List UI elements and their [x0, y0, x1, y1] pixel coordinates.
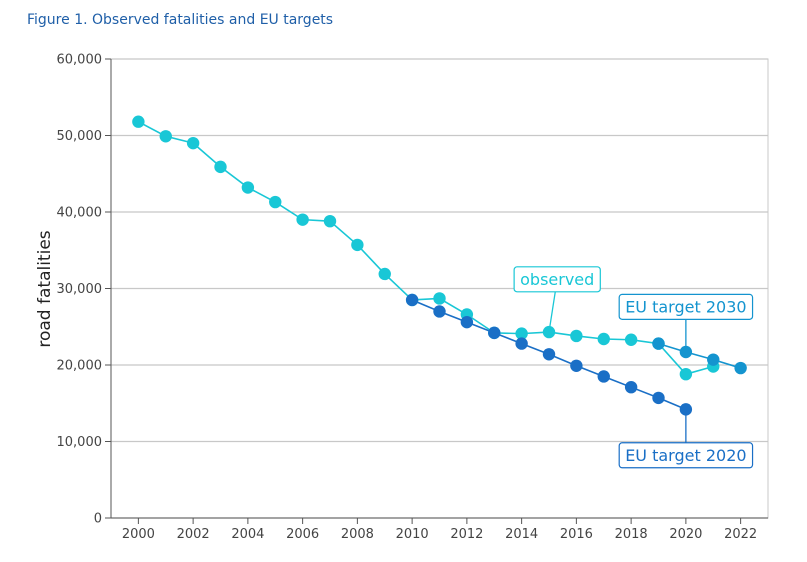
data-point-observed	[624, 333, 638, 346]
x-tick-label: 2014	[505, 527, 538, 542]
data-point-observed	[269, 195, 282, 209]
data-point-observed	[570, 329, 583, 343]
data-point-observed	[214, 160, 227, 174]
y-tick-label: 20,000	[57, 359, 103, 374]
data-point-observed	[186, 136, 200, 150]
data-point-observed	[241, 181, 255, 194]
data-point-observed	[296, 213, 309, 226]
x-tick-label: 2018	[615, 527, 648, 542]
data-point-eu-target-2020	[652, 391, 665, 405]
data-point-eu-target-2020	[570, 359, 583, 372]
annotation-label: EU target 2030	[625, 297, 746, 316]
data-point-eu-target-2030	[707, 353, 720, 366]
axes	[105, 58, 768, 524]
series-line-eu-target-2030	[658, 342, 741, 369]
y-tick-label: 60,000	[57, 53, 103, 68]
x-tick-label: 2008	[341, 527, 374, 542]
x-tick-label: 2012	[450, 527, 483, 542]
x-tick-label: 2016	[560, 527, 593, 542]
data-point-observed	[323, 214, 337, 228]
tick-labels: 0 10,000 20,000 30,000 40,000 50,000 60,000 200…	[57, 53, 758, 543]
x-tick-label: 2010	[396, 527, 429, 542]
x-tick-label: 2022	[724, 527, 757, 542]
y-tick-label: 10,000	[57, 435, 103, 450]
x-tick-label: 2000	[122, 527, 155, 542]
data-point-observed	[433, 292, 446, 305]
series-lines	[137, 121, 741, 411]
data-point-eu-target-2020	[597, 370, 610, 383]
x-tick-label: 2004	[231, 527, 264, 542]
annotations: observed EU target 2030 EU target 2020	[513, 266, 754, 469]
data-point-eu-target-2020	[433, 305, 446, 318]
annotation-label: EU target 2020	[625, 446, 746, 465]
series-line-observed	[137, 121, 714, 376]
data-point-eu-target-2020	[460, 315, 474, 329]
x-tick-label: 2006	[286, 527, 319, 542]
x-tick-label: 2020	[669, 527, 702, 542]
series-points	[132, 115, 747, 416]
data-point-observed	[515, 327, 528, 340]
y-tick-label: 50,000	[57, 129, 103, 144]
data-point-eu-target-2020	[624, 380, 638, 394]
data-point-observed	[351, 238, 364, 252]
annotation-observed: observed	[513, 266, 601, 333]
annotation-box	[618, 442, 754, 469]
annotation-box	[618, 293, 754, 320]
y-tick-label: 30,000	[57, 282, 103, 297]
data-point-observed	[679, 367, 693, 381]
y-axis-title: road fatalities	[35, 230, 55, 347]
data-point-observed	[597, 332, 610, 346]
data-point-observed	[159, 130, 172, 143]
y-tick-label: 0	[94, 512, 102, 527]
y-tick-label: 40,000	[57, 206, 103, 221]
data-point-eu-target-2030	[652, 337, 665, 350]
x-tick-label: 2002	[177, 527, 210, 542]
annotation-eu-target-2030: EU target 2030	[618, 293, 754, 352]
data-point-eu-target-2030	[734, 361, 747, 375]
data-point-eu-target-2020	[542, 348, 556, 361]
data-point-eu-target-2020	[515, 337, 528, 350]
data-point-eu-target-2020	[405, 293, 419, 307]
annotation-label: observed	[520, 270, 594, 289]
annotation-box	[513, 266, 601, 293]
data-point-eu-target-2020	[488, 326, 501, 340]
annotation-eu-target-2020: EU target 2020	[618, 409, 754, 469]
data-point-observed	[132, 115, 145, 128]
data-point-observed	[378, 267, 391, 281]
figure-title: Figure 1. Observed fatalities and EU tar…	[27, 12, 334, 28]
